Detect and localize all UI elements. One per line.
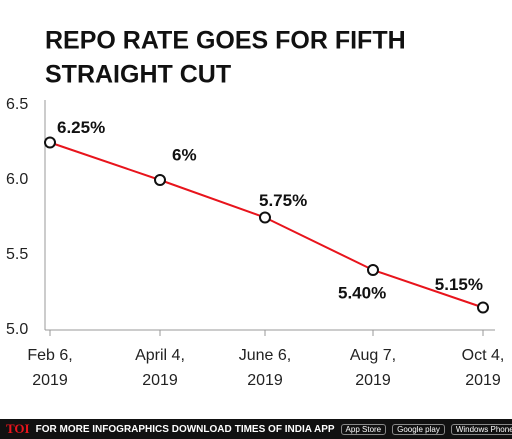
- chart: REPO RATE GOES FOR FIFTH STRAIGHT CUT 5.…: [6, 27, 495, 338]
- value-label: 5.40%: [338, 283, 386, 302]
- point: [477, 301, 489, 314]
- x-tick-label: April 4, 2019: [135, 347, 185, 389]
- point: [44, 136, 56, 149]
- brand: TOI: [6, 421, 30, 436]
- footer-text: FOR MORE INFOGRAPHICS DOWNLOAD: [35, 423, 232, 435]
- chart-title: STRAIGHT CUT: [45, 61, 231, 89]
- chart-title: REPO RATE GOES FOR FIFTH: [45, 27, 406, 55]
- value-label: 6.25%: [57, 118, 105, 137]
- x-tick-label: Feb 6, 2019: [27, 347, 73, 389]
- footer-app: TIMES OF INDIA APP: [234, 423, 335, 435]
- value-label: 5.75%: [259, 191, 307, 210]
- y-tick-label: 6.0: [6, 171, 28, 188]
- x-tick-label: Oct 4, 2019: [461, 347, 505, 389]
- badge[interactable]: Windows Phone: [450, 423, 512, 435]
- value-label: 5.15%: [435, 275, 483, 294]
- line: [49, 141, 484, 309]
- value-label: 6%: [172, 145, 197, 164]
- y-tick-label: 6.5: [6, 96, 28, 113]
- point: [367, 264, 379, 276]
- point: [259, 211, 271, 224]
- x-tick-label: June 6, 2019: [238, 347, 292, 389]
- badge[interactable]: App Store: [340, 423, 387, 435]
- footer: TOI FOR MORE INFOGRAPHICS DOWNLOAD TIMES…: [0, 419, 512, 439]
- point: [154, 174, 166, 186]
- badge[interactable]: Google play: [392, 423, 445, 435]
- y-tick-label: 5.5: [6, 246, 28, 263]
- y-tick-label: 5.0: [6, 321, 28, 338]
- x-tick-label: Aug 7, 2019: [349, 347, 397, 389]
